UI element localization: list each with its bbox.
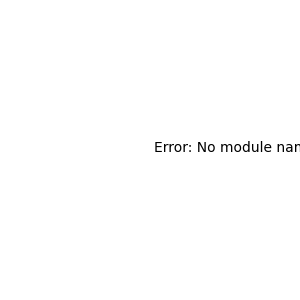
Text: Error: No module named 'rdkit': Error: No module named 'rdkit'	[154, 140, 300, 154]
